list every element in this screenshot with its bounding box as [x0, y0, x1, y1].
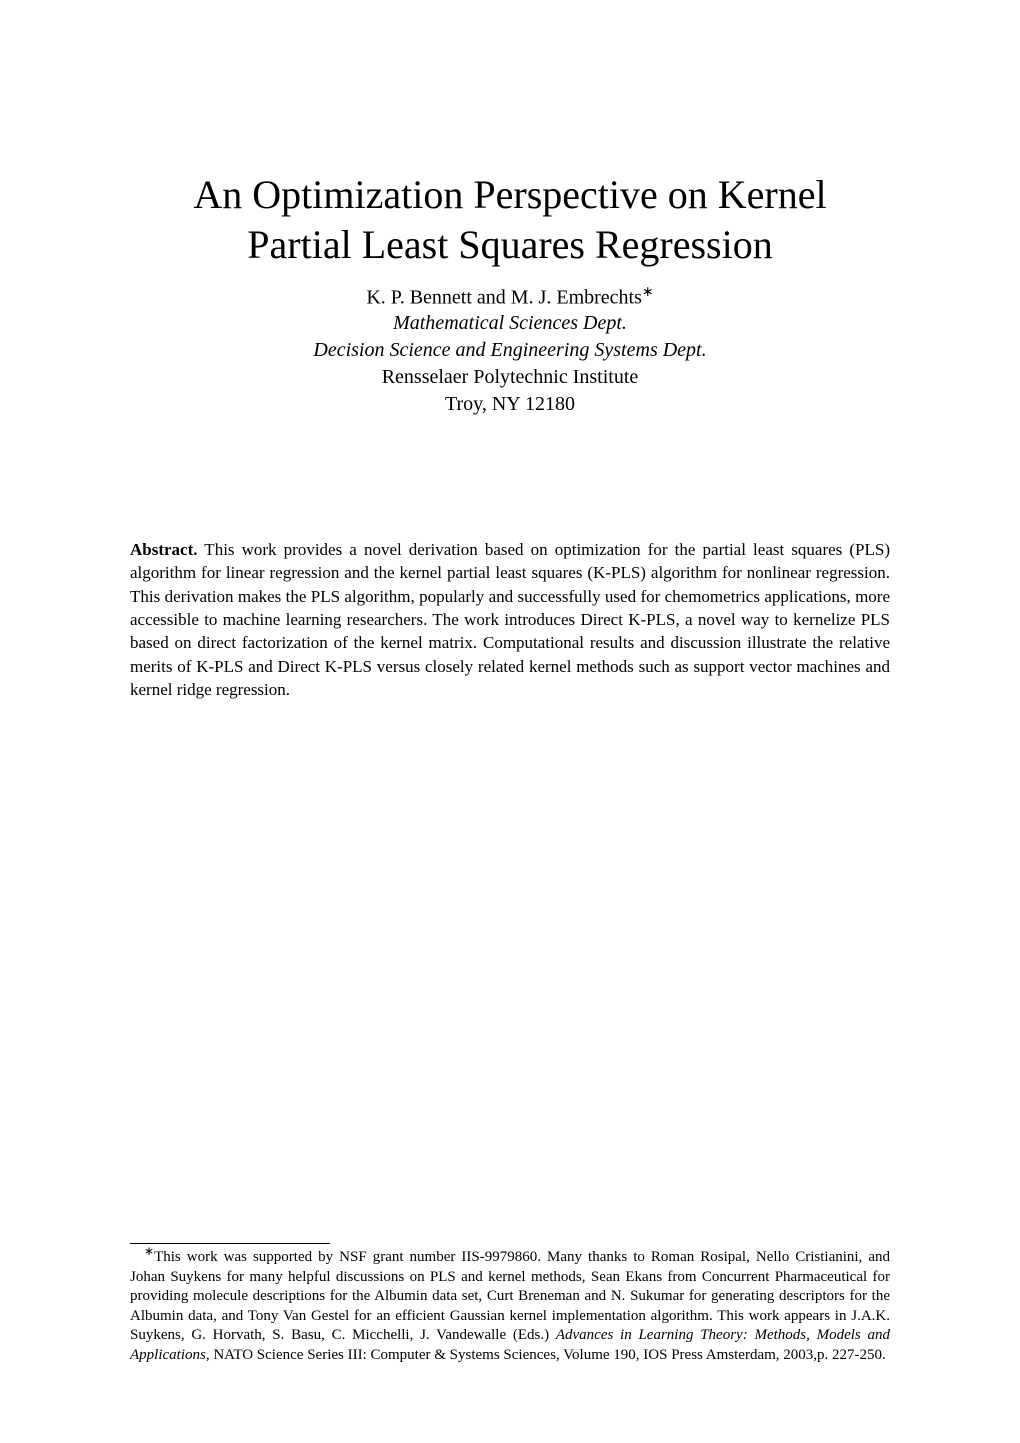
- abstract-label: Abstract.: [130, 540, 198, 559]
- author-names: K. P. Bennett and M. J. Embrechts: [366, 287, 642, 309]
- affiliation-dept-1: Mathematical Sciences Dept.: [393, 312, 627, 334]
- footnote-part-2: , NATO Science Series III: Computer & Sy…: [206, 1347, 886, 1363]
- author-footnote-marker: ∗: [642, 285, 654, 300]
- abstract-text: This work provides a novel derivation ba…: [130, 540, 890, 700]
- paper-page: An Optimization Perspective on Kernel Pa…: [0, 0, 1020, 1443]
- footnote: ∗This work was supported by NSF grant nu…: [130, 1243, 890, 1365]
- footnote-marker: ∗: [144, 1244, 154, 1258]
- affiliation-institute: Rensselaer Polytechnic Institute: [382, 366, 639, 388]
- footnote-text: ∗This work was supported by NSF grant nu…: [130, 1244, 890, 1365]
- author-line: K. P. Bennett and M. J. Embrechts∗: [130, 284, 890, 310]
- affiliation-block: Mathematical Sciences Dept. Decision Sci…: [130, 310, 890, 418]
- affiliation-dept-2: Decision Science and Engineering Systems…: [313, 339, 706, 361]
- abstract: Abstract. This work provides a novel der…: [130, 538, 890, 702]
- title-line-2: Partial Least Squares Regression: [247, 222, 772, 267]
- paper-title: An Optimization Perspective on Kernel Pa…: [130, 170, 890, 270]
- title-line-1: An Optimization Perspective on Kernel: [193, 172, 826, 217]
- affiliation-location: Troy, NY 12180: [445, 393, 575, 415]
